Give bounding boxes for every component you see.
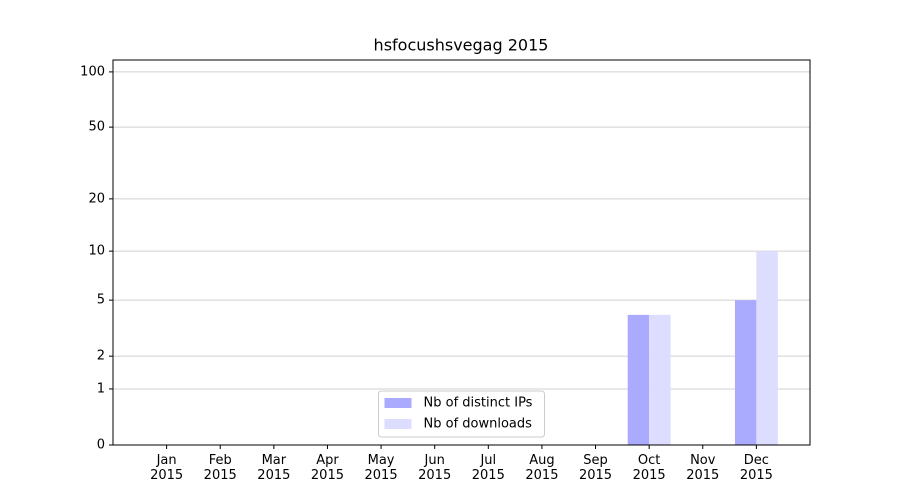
y-tick-label: 20 bbox=[88, 191, 105, 206]
legend-label: Nb of downloads bbox=[424, 417, 533, 432]
x-tick-label: Jul 2015 bbox=[471, 453, 505, 483]
x-tick-label: Sep 2015 bbox=[578, 453, 613, 483]
y-tick-label: 100 bbox=[80, 64, 105, 79]
bar bbox=[756, 251, 778, 445]
y-tick-label: 0 bbox=[97, 438, 105, 453]
x-tick-label: Aug 2015 bbox=[525, 453, 559, 483]
x-tick-label: Feb 2015 bbox=[203, 453, 237, 483]
y-tick-label: 10 bbox=[88, 244, 105, 259]
bar bbox=[627, 314, 650, 445]
bar bbox=[649, 314, 671, 445]
x-tick-label: Apr 2015 bbox=[310, 453, 344, 483]
y-tick-label: 5 bbox=[97, 293, 105, 308]
y-tick-label: 50 bbox=[88, 120, 105, 135]
x-tick-label: Oct 2015 bbox=[632, 453, 666, 483]
x-tick-label: Nov 2015 bbox=[686, 453, 720, 483]
legend-label: Nb of distinct IPs bbox=[424, 396, 533, 411]
plot-frame bbox=[112, 59, 811, 446]
chart-title: hsfocushsvegag 2015 bbox=[374, 36, 549, 55]
x-tick-label: Dec 2015 bbox=[739, 453, 773, 483]
legend-swatch bbox=[384, 398, 412, 408]
y-tick-label: 2 bbox=[97, 349, 105, 364]
x-tick-label: Mar 2015 bbox=[257, 453, 291, 483]
y-tick-label: 1 bbox=[97, 381, 105, 396]
x-tick-label: May 2015 bbox=[364, 453, 398, 483]
bar bbox=[734, 300, 757, 445]
legend-swatch bbox=[384, 419, 412, 429]
x-tick-label: Jun 2015 bbox=[418, 453, 452, 483]
x-tick-label: Jan 2015 bbox=[150, 453, 184, 483]
legend-box bbox=[378, 390, 545, 438]
